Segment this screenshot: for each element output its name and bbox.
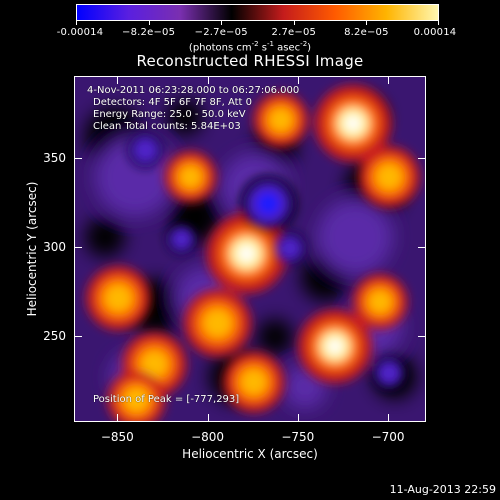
x-tickmark [388,76,390,84]
x-tick-label: −800 [191,430,225,444]
heatmap-negative-body [377,361,401,385]
heatmap-source-peak [238,245,255,262]
y-tickmark [418,158,426,160]
heatmap-source-core [240,369,267,395]
heatmap-source-core [140,350,168,378]
info-clean-counts: Clean Total counts: 5.84E+03 [93,121,241,132]
colorbar-tick-label: −8.2e−05 [122,27,176,38]
colorbar-tickmark [221,21,223,25]
x-tick-label: −750 [281,430,315,444]
heatmap-source-layer [86,84,420,421]
colorbar-gradient [77,5,438,20]
info-time-range: 4-Nov-2011 06:23:28.000 to 06:27:06.000 [87,85,300,96]
heatmap-negative-body [170,228,193,250]
colorbar-units-label: (photons cm-2 s-1 asec-2) [188,40,312,54]
x-tick-label: −700 [371,430,405,444]
y-tickmark [74,158,82,160]
info-energy-range: Energy Range: 25.0 - 50.0 keV [93,109,246,120]
x-tick-label: −850 [100,430,134,444]
heatmap-shadow [167,99,203,135]
plot-timestamp: 11-Aug-2013 22:59 [389,483,496,496]
heatmap-source-core [124,387,149,412]
colorbar-tick-label: 0.00014 [413,27,457,38]
heatmap-source-peak [345,115,361,132]
x-tickmark [117,76,119,84]
x-tickmark [297,414,299,422]
colorbar [76,4,439,21]
heatmap-source-core [203,308,232,338]
x-tickmark [388,414,390,422]
heatmap-negative-body [133,137,158,163]
heatmap-source-core [104,284,132,312]
heatmap-source-core [269,108,293,132]
colorbar-tickmark [76,21,77,25]
x-axis-label: Heliocentric X (arcsec) [182,447,318,461]
colorbar-tick-label: 8.2e−05 [344,27,389,38]
colorbar-tick-label: 2.7e−05 [271,27,317,38]
info-peak-position: Position of Peak = [-777,293] [93,394,240,405]
y-tick-label: 250 [43,329,66,344]
heatmap-shadow [257,319,293,355]
colorbar-tickmark [148,21,150,25]
plot-title: Reconstructed RHESSI Image [136,52,364,70]
colorbar-tickmark [438,21,439,25]
heatmap-negative-body [278,236,302,260]
heatmap-source-core [368,290,392,314]
rhessi-heatmap [75,77,425,421]
y-tickmark [74,247,82,249]
heatmap-negative-core [256,192,280,215]
colorbar-tickmark [293,21,295,25]
y-tickmark [418,336,426,338]
x-tickmark [117,414,119,422]
heatmap-source-core [179,166,202,188]
y-tick-label: 300 [43,240,66,255]
heatmap-source-peak [327,338,343,354]
y-tickmark [74,336,82,338]
y-tickmark [418,247,426,249]
heatmap-negative-haze [317,199,393,275]
x-tickmark [207,76,209,84]
x-tickmark [207,414,209,422]
heatmap-source-core [376,164,402,190]
y-tick-label: 350 [43,151,66,166]
colorbar-tickmark [366,21,368,25]
y-axis-label: Heliocentric Y (arcsec) [25,181,39,317]
x-tickmark [297,76,299,84]
info-detectors: Detectors: 4F 5F 6F 7F 8F, Att 0 [93,97,253,108]
colorbar-tick-label: -0.00014 [56,27,104,38]
image-plot-area: 4-Nov-2011 06:23:28.000 to 06:27:06.000 … [74,76,426,422]
heatmap-shadow [85,217,125,257]
colorbar-tick-label: −2.7e−05 [194,27,248,38]
